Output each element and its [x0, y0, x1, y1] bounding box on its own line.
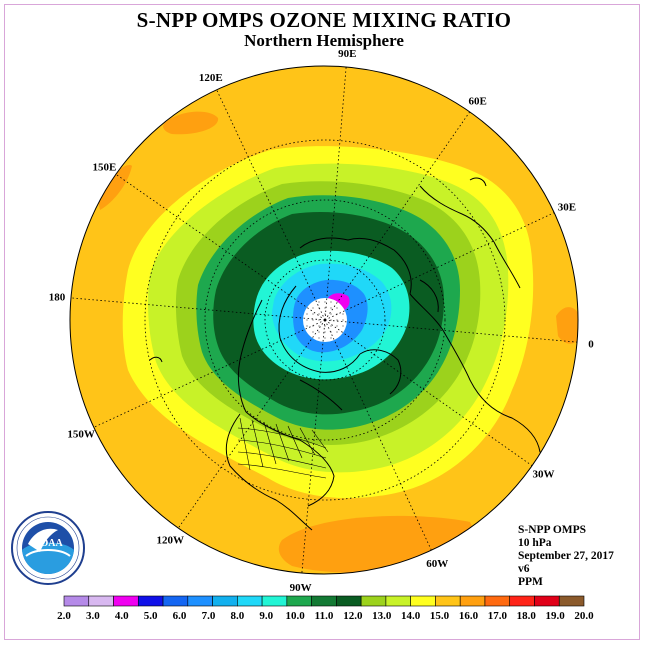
longitude-label: 0	[588, 338, 594, 350]
longitude-label: 120W	[157, 535, 185, 547]
colorbar-swatch	[63, 595, 90, 607]
colorbar-tick-label: 5.0	[144, 610, 158, 622]
colorbar-swatch	[410, 595, 436, 607]
info-units: PPM	[518, 576, 543, 588]
contour-17-18-patch	[98, 165, 132, 210]
colorbar-tick-label: 4.0	[115, 610, 129, 622]
colorbar-tick-label: 18.0	[517, 610, 537, 622]
colorbar-swatch	[435, 595, 461, 607]
colorbar-swatch	[212, 595, 238, 607]
colorbar-tick-label: 15.0	[430, 610, 450, 622]
colorbar-tick-label: 3.0	[86, 610, 100, 622]
longitude-label: 30W	[533, 469, 555, 481]
map-subtitle: Northern Hemisphere	[244, 31, 404, 50]
colorbar-tick-label: 10.0	[285, 610, 305, 622]
colorbar-swatch	[484, 595, 511, 607]
colorbar-swatch	[88, 595, 114, 607]
noaa-logo: NOAA	[11, 511, 85, 585]
colorbar-tick-label: 7.0	[202, 610, 216, 622]
colorbar-tick-label: 12.0	[343, 610, 363, 622]
colorbar-swatch	[261, 595, 288, 607]
map-outline	[69, 65, 579, 575]
colorbar-swatch	[558, 595, 585, 607]
longitude-labels: 90E 60E 30E 0 30W 60W 90W 120W 150W 180 150E 120E	[49, 48, 594, 594]
colorbar-tick-label: 9.0	[259, 610, 273, 622]
colorbar: 2.0 3.0 4.0 5.0 6.0 7.0 8.0 9.0 10.0 11.0 12.0 13.0…	[57, 595, 594, 622]
longitude-label: 90E	[338, 48, 356, 60]
colorbar-tick-label: 13.0	[372, 610, 392, 622]
info-instrument: S-NPP OMPS	[518, 524, 587, 536]
colorbar-tick-label: 14.0	[401, 610, 421, 622]
longitude-meridians	[70, 66, 578, 574]
longitude-label: 60E	[469, 95, 487, 107]
latitude-circles	[144, 139, 506, 501]
longitude-label: 150W	[67, 428, 95, 440]
colorbar-swatch	[137, 595, 164, 607]
colorbar-tick-label: 8.0	[230, 610, 244, 622]
figure-frame	[4, 4, 640, 640]
usa-state-boundaries	[237, 417, 329, 479]
colorbar-tick-label: 2.0	[57, 610, 71, 622]
colorbar-tick-label: 20.0	[574, 610, 594, 622]
info-date: September 27, 2017	[518, 550, 614, 562]
ozone-field	[70, 66, 578, 574]
colorbar-tick-label: 19.0	[545, 610, 565, 622]
contour-17-18-patch	[556, 307, 578, 344]
noaa-logo-text: NOAA	[33, 538, 63, 549]
colorbar-swatch	[286, 595, 312, 607]
colorbar-tick-label: 11.0	[315, 610, 334, 622]
colorbar-swatch	[534, 595, 560, 607]
longitude-label: 60W	[426, 558, 448, 570]
info-version: v6	[518, 563, 530, 575]
colorbar-tick-label: 17.0	[488, 610, 508, 622]
info-pressure: 10 hPa	[518, 537, 552, 549]
colorbar-tick-label: 16.0	[459, 610, 479, 622]
colorbar-swatch	[360, 595, 387, 607]
colorbar-swatch	[509, 595, 535, 607]
map-title: S-NPP OMPS OZONE MIXING RATIO	[136, 8, 512, 32]
colorbar-swatch	[459, 595, 486, 607]
longitude-label: 180	[49, 292, 66, 304]
contour-17-18-patch	[163, 111, 219, 135]
colorbar-swatch	[162, 595, 189, 607]
longitude-label: 120E	[199, 72, 223, 84]
colorbar-swatch	[336, 595, 362, 607]
longitude-label: 150E	[93, 161, 117, 173]
colorbar-swatch	[385, 595, 411, 607]
colorbar-swatch	[237, 595, 263, 607]
product-info: S-NPP OMPS 10 hPa September 27, 2017 v6 …	[518, 524, 614, 589]
longitude-label: 90W	[290, 582, 312, 594]
colorbar-tick-label: 6.0	[173, 610, 187, 622]
colorbar-swatch	[113, 595, 139, 607]
colorbar-swatch	[311, 595, 337, 607]
longitude-label: 30E	[558, 202, 576, 214]
colorbar-swatch	[187, 595, 213, 607]
